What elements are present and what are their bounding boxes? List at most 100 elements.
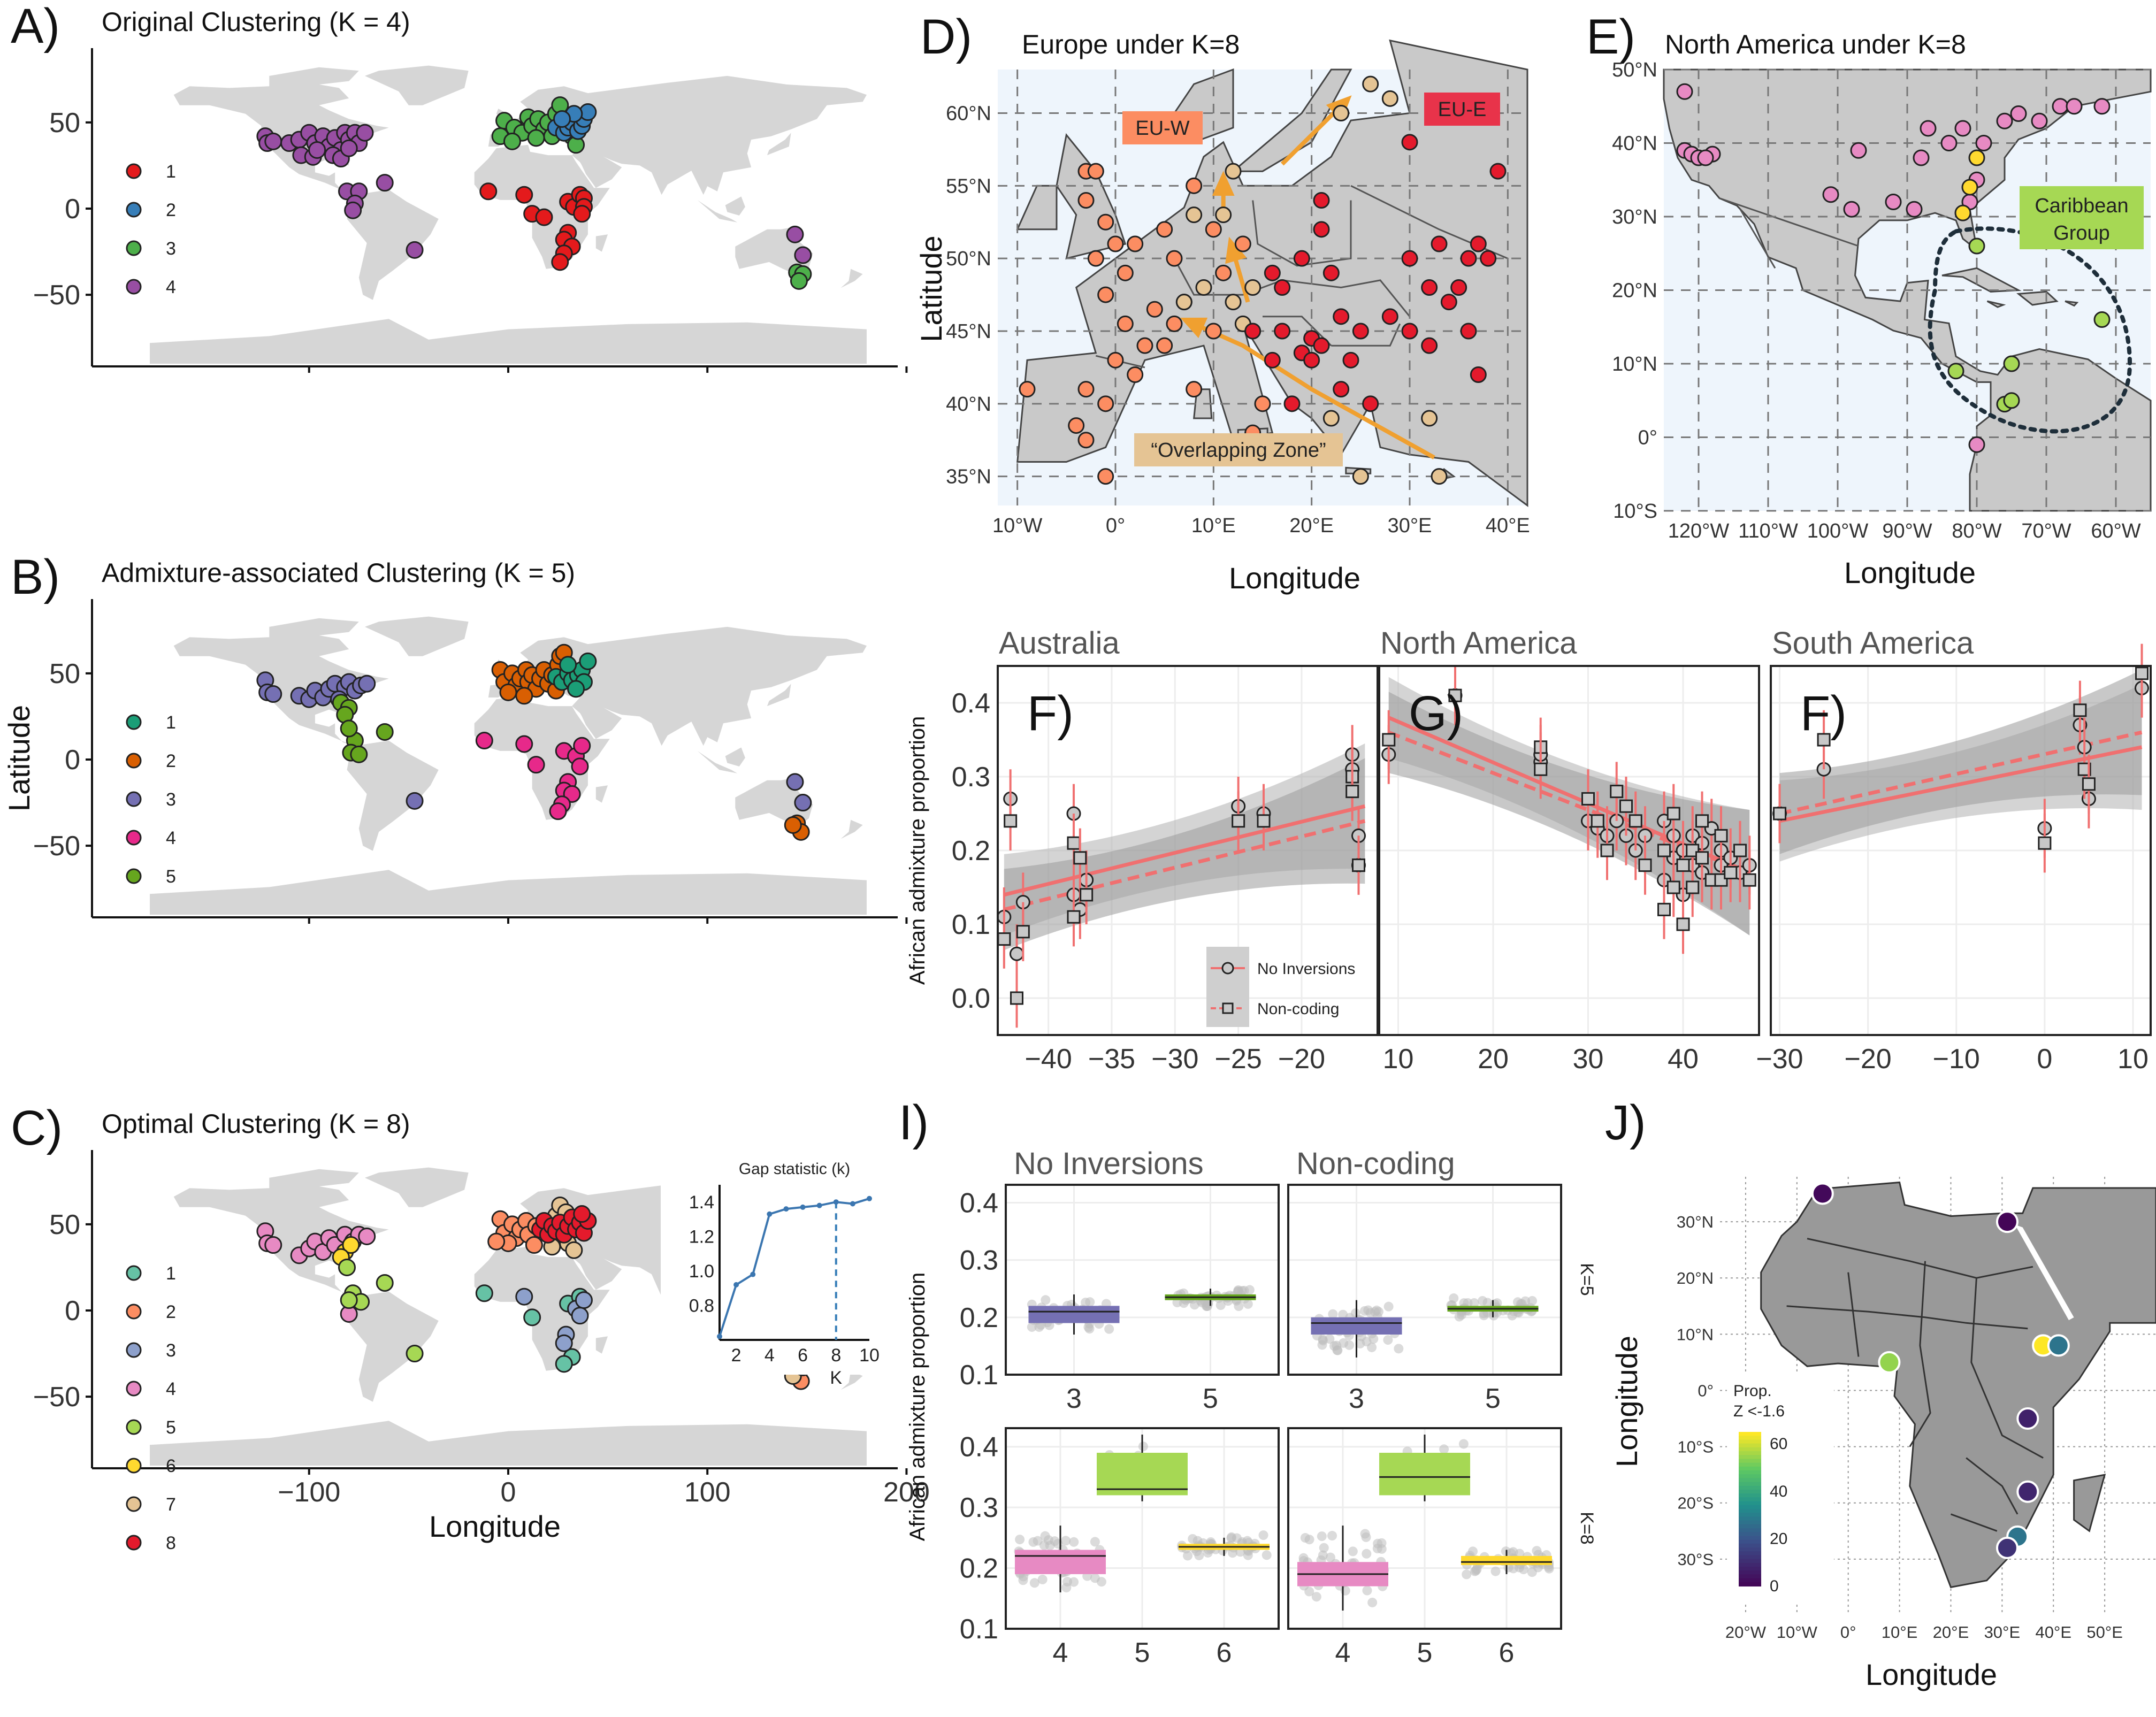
x-tick-label: −30 xyxy=(1756,1044,1803,1075)
confidence-band xyxy=(1779,669,2142,854)
data-point xyxy=(1401,134,1418,151)
data-point xyxy=(1107,235,1124,252)
data-point xyxy=(475,1284,493,1302)
jitter-point xyxy=(1365,1308,1375,1318)
legend-label: 3 xyxy=(166,789,176,810)
data-point xyxy=(573,1205,591,1223)
data-point xyxy=(515,186,533,204)
x-tick-label: 0° xyxy=(1106,515,1125,537)
jitter-point xyxy=(1317,1531,1327,1542)
jitter-point xyxy=(1188,1534,1198,1544)
legend-label: 2 xyxy=(166,1302,176,1322)
x-tick-label: 40 xyxy=(1668,1044,1699,1075)
colorbar-segment xyxy=(1739,1513,1761,1517)
data-point xyxy=(1906,201,1923,218)
border-line xyxy=(1909,1261,1931,1447)
panel-title: North America under K=8 xyxy=(1665,29,1966,59)
data-point xyxy=(1489,163,1507,180)
annotation-text: EU-E xyxy=(1438,98,1487,121)
data-point xyxy=(338,1258,356,1276)
facet-title: Australia xyxy=(999,626,1120,661)
data-point xyxy=(1186,206,1203,224)
x-tick-label: 100°W xyxy=(1807,520,1869,542)
data-point xyxy=(1186,177,1203,194)
land-shape xyxy=(595,785,608,803)
data-point xyxy=(1264,264,1281,281)
legend-swatch xyxy=(126,1419,142,1435)
data-point xyxy=(1234,235,1251,252)
data-point xyxy=(1264,351,1281,369)
inset-point xyxy=(800,1204,806,1210)
data-point xyxy=(1695,814,1709,828)
data-point xyxy=(790,272,808,290)
box xyxy=(1015,1550,1106,1574)
data-point xyxy=(2066,98,2083,115)
x-tick-label: 4 xyxy=(1053,1637,1068,1668)
data-point xyxy=(1440,294,1457,311)
y-tick-label: −50 xyxy=(33,1382,80,1413)
x-tick-label: 4 xyxy=(1335,1637,1351,1668)
y-tick-label: 20°N xyxy=(1612,280,1657,302)
data-point xyxy=(1697,149,1714,166)
data-point xyxy=(1080,888,1094,902)
x-tick-label: 5 xyxy=(1417,1637,1433,1668)
data-point xyxy=(1362,395,1379,412)
row-title: K=5 xyxy=(1577,1263,1597,1296)
legend-swatch xyxy=(126,791,142,807)
colorbar-segment xyxy=(1739,1570,1761,1575)
x-axis-label: Longitude xyxy=(429,1509,561,1543)
land-shape xyxy=(697,200,738,223)
data-point xyxy=(1117,315,1134,332)
x-tick-label: 6 xyxy=(1217,1637,1232,1668)
x-tick-label: 70°W xyxy=(2021,520,2071,542)
data-point xyxy=(1352,859,1365,872)
y-tick-label: 10°N xyxy=(1612,353,1657,375)
legend-marker xyxy=(1221,962,1234,975)
data-point xyxy=(1666,807,1680,821)
data-point xyxy=(1004,814,1018,828)
data-point xyxy=(340,139,358,157)
data-point xyxy=(1244,279,1262,296)
y-tick-label: 0.4 xyxy=(960,1432,998,1463)
colorbar-segment xyxy=(1739,1470,1761,1475)
y-tick-label: 40°N xyxy=(946,393,991,416)
border-line xyxy=(1950,1513,1998,1532)
y-tick-label: 50°N xyxy=(946,248,991,270)
data-point xyxy=(1448,688,1462,702)
panel-letter: J) xyxy=(1605,1095,1646,1150)
data-point xyxy=(487,1232,506,1251)
facet-frame xyxy=(1770,665,2152,1036)
jitter-point xyxy=(1029,1578,1039,1588)
data-point xyxy=(515,687,533,705)
data-point xyxy=(786,773,804,791)
column-title: Non-coding xyxy=(1296,1146,1455,1181)
arrow-head xyxy=(1180,317,1208,339)
legend-marker xyxy=(1222,1002,1234,1014)
colorbar-segment xyxy=(1739,1582,1761,1586)
fit-line xyxy=(1003,804,1366,897)
data-point xyxy=(1968,237,1985,255)
land-shape xyxy=(269,618,359,639)
data-point xyxy=(264,1236,282,1254)
jitter-point xyxy=(1028,1537,1038,1547)
y-tick-label: 0.3 xyxy=(960,1492,998,1523)
panel-letter: B) xyxy=(11,550,60,604)
data-point xyxy=(1657,844,1671,857)
land-shape xyxy=(1230,68,1352,172)
land-shape xyxy=(1986,300,2006,308)
legend-label: 7 xyxy=(166,1494,176,1515)
border-line xyxy=(1970,1278,2044,1459)
colorbar-segment xyxy=(1739,1447,1761,1452)
data-point xyxy=(2082,777,2096,791)
panel-b: B) Admixture-associated Clustering (K = 5… xyxy=(2,550,908,924)
inset-point xyxy=(783,1206,789,1212)
legend-label: No Inversions xyxy=(1257,960,1355,978)
border-line xyxy=(1966,1457,2019,1515)
annotation-box xyxy=(1122,111,1203,144)
data-point xyxy=(358,674,376,693)
x-tick-label: 40°E xyxy=(1486,515,1530,537)
y-tick-label: 20°N xyxy=(1677,1269,1714,1287)
panel-e: E) North America under K=8 120°W 110°W 100°W… xyxy=(1586,10,2152,589)
data-point xyxy=(376,1274,394,1292)
data-point xyxy=(2093,311,2111,328)
